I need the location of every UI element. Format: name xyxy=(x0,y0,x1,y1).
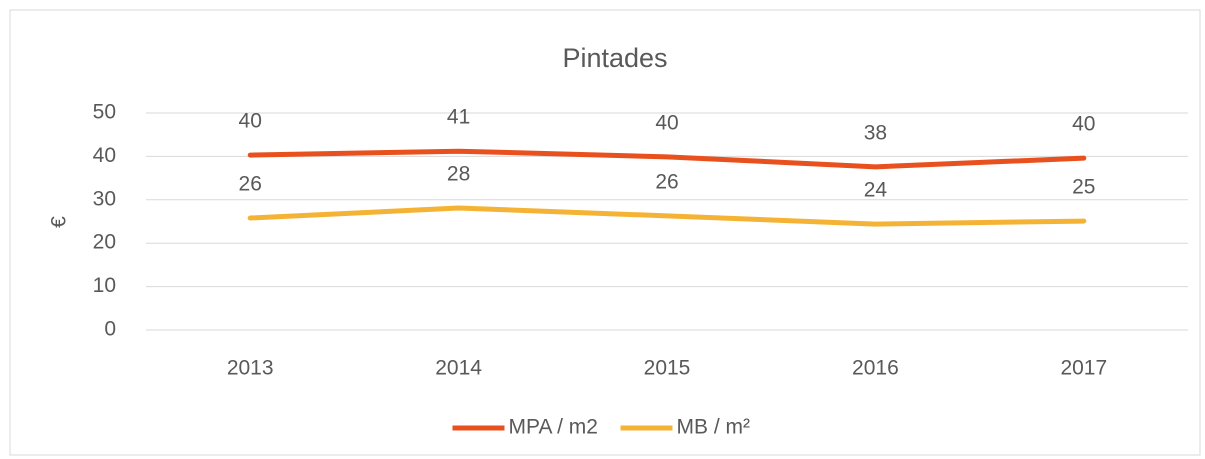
data-label: 38 xyxy=(864,121,887,144)
chart-border xyxy=(9,9,1201,456)
chart-title: Pintades xyxy=(562,43,667,73)
y-tick-label: 50 xyxy=(93,101,116,124)
y-tick-label: 30 xyxy=(93,187,116,210)
data-label: 28 xyxy=(447,163,470,186)
x-tick-label: 2013 xyxy=(227,357,274,380)
x-tick-label: 2014 xyxy=(435,357,482,380)
y-tick-label: 10 xyxy=(93,274,116,297)
y-tick-label: 0 xyxy=(104,318,116,341)
x-tick-label: 2015 xyxy=(644,357,691,380)
data-label: 40 xyxy=(239,110,262,133)
data-label: 26 xyxy=(239,173,262,196)
legend-label: MB / m² xyxy=(677,416,751,439)
series-line xyxy=(247,205,1087,227)
x-tick-label: 2016 xyxy=(852,357,899,380)
series-line xyxy=(247,148,1087,170)
data-label: 25 xyxy=(1072,176,1095,199)
legend-label: MPA / m2 xyxy=(509,416,598,439)
y-axis-label: € xyxy=(48,216,71,228)
y-tick-label: 40 xyxy=(93,144,116,167)
y-tick-label: 20 xyxy=(93,231,116,254)
data-label: 40 xyxy=(1072,113,1095,136)
data-label: 24 xyxy=(864,179,888,202)
data-label: 41 xyxy=(447,106,470,129)
x-tick-label: 2017 xyxy=(1060,357,1107,380)
data-label: 40 xyxy=(655,111,678,134)
data-label: 26 xyxy=(655,170,678,193)
